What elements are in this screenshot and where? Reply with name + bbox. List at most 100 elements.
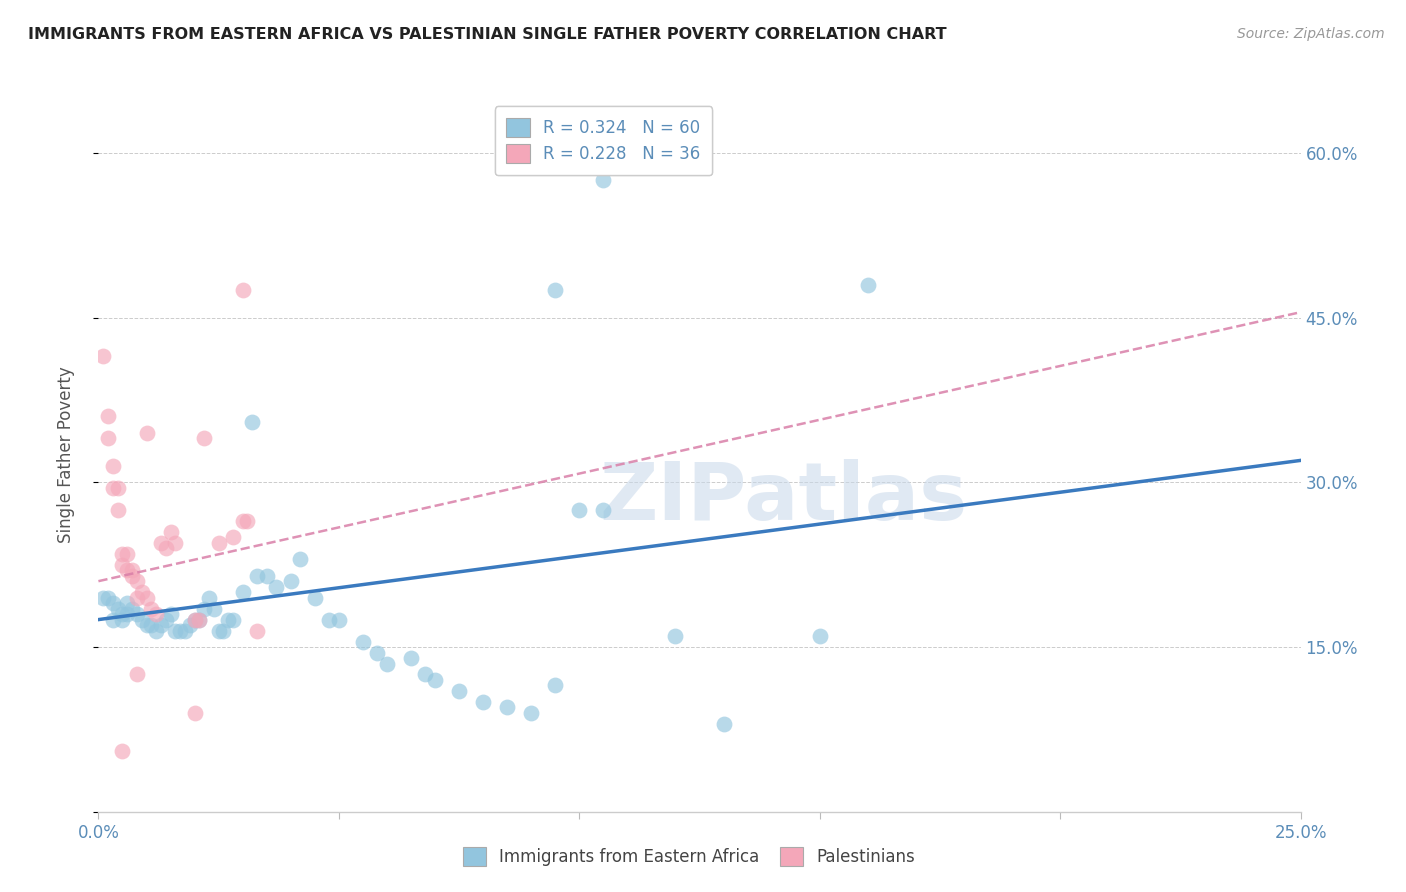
Point <box>375 657 398 671</box>
Point <box>135 591 157 605</box>
Point <box>125 607 148 621</box>
Point <box>111 607 134 621</box>
Point <box>97 409 120 424</box>
Point <box>447 684 470 698</box>
Point <box>125 667 148 681</box>
Point <box>240 415 263 429</box>
Point <box>97 432 120 446</box>
Point <box>135 425 157 440</box>
Point <box>222 530 245 544</box>
Point <box>808 629 831 643</box>
Point <box>121 563 143 577</box>
Point <box>141 601 163 615</box>
Text: ZIPatlas: ZIPatlas <box>599 458 967 537</box>
Point <box>232 514 254 528</box>
Point <box>212 624 235 638</box>
Point <box>165 535 187 549</box>
Point <box>290 552 312 566</box>
Point <box>111 547 134 561</box>
Point <box>217 613 239 627</box>
Point <box>111 558 134 572</box>
Point <box>107 503 129 517</box>
Point <box>101 596 124 610</box>
Point <box>246 624 269 638</box>
Point <box>193 601 215 615</box>
Point <box>179 618 201 632</box>
Point <box>141 618 163 632</box>
Point <box>135 618 157 632</box>
Point <box>101 613 124 627</box>
Legend: R = 0.324   N = 60, R = 0.228   N = 36: R = 0.324 N = 60, R = 0.228 N = 36 <box>495 106 711 175</box>
Point <box>91 349 114 363</box>
Point <box>246 568 269 582</box>
Point <box>520 706 543 720</box>
Point <box>149 618 172 632</box>
Point <box>328 613 350 627</box>
Point <box>97 591 120 605</box>
Point <box>131 585 153 599</box>
Point <box>352 634 374 648</box>
Point <box>125 591 148 605</box>
Point <box>415 667 437 681</box>
Point <box>159 524 181 539</box>
Point <box>280 574 302 589</box>
Point <box>111 613 134 627</box>
Point <box>208 535 231 549</box>
Point <box>713 717 735 731</box>
Point <box>399 651 422 665</box>
Point <box>208 624 231 638</box>
Point <box>592 503 614 517</box>
Point <box>318 613 340 627</box>
Point <box>198 591 221 605</box>
Point <box>169 624 191 638</box>
Point <box>174 624 197 638</box>
Point <box>544 283 567 297</box>
Point <box>472 695 495 709</box>
Point <box>183 613 205 627</box>
Point <box>544 678 567 692</box>
Point <box>107 601 129 615</box>
Point <box>117 607 139 621</box>
Point <box>266 580 288 594</box>
Point <box>856 277 879 292</box>
Point <box>183 706 205 720</box>
Point <box>117 547 139 561</box>
Point <box>366 646 388 660</box>
Y-axis label: Single Father Poverty: Single Father Poverty <box>56 367 75 543</box>
Point <box>664 629 686 643</box>
Point <box>236 514 259 528</box>
Point <box>121 568 143 582</box>
Text: Source: ZipAtlas.com: Source: ZipAtlas.com <box>1237 27 1385 41</box>
Point <box>101 458 124 473</box>
Point <box>183 613 205 627</box>
Point <box>222 613 245 627</box>
Point <box>202 601 225 615</box>
Point <box>117 563 139 577</box>
Point <box>107 481 129 495</box>
Point <box>256 568 278 582</box>
Point <box>155 613 177 627</box>
Point <box>131 613 153 627</box>
Point <box>125 574 148 589</box>
Point <box>232 585 254 599</box>
Point <box>145 624 167 638</box>
Point <box>159 607 181 621</box>
Point <box>304 591 326 605</box>
Point <box>232 283 254 297</box>
Point <box>496 700 519 714</box>
Point <box>155 541 177 556</box>
Point <box>592 173 614 187</box>
Point <box>188 613 211 627</box>
Point <box>149 535 172 549</box>
Point <box>91 591 114 605</box>
Legend: Immigrants from Eastern Africa, Palestinians: Immigrants from Eastern Africa, Palestin… <box>454 838 924 875</box>
Point <box>145 607 167 621</box>
Point <box>111 744 134 758</box>
Point <box>193 432 215 446</box>
Point <box>117 596 139 610</box>
Point <box>165 624 187 638</box>
Point <box>121 601 143 615</box>
Point <box>423 673 446 687</box>
Point <box>101 481 124 495</box>
Point <box>568 503 591 517</box>
